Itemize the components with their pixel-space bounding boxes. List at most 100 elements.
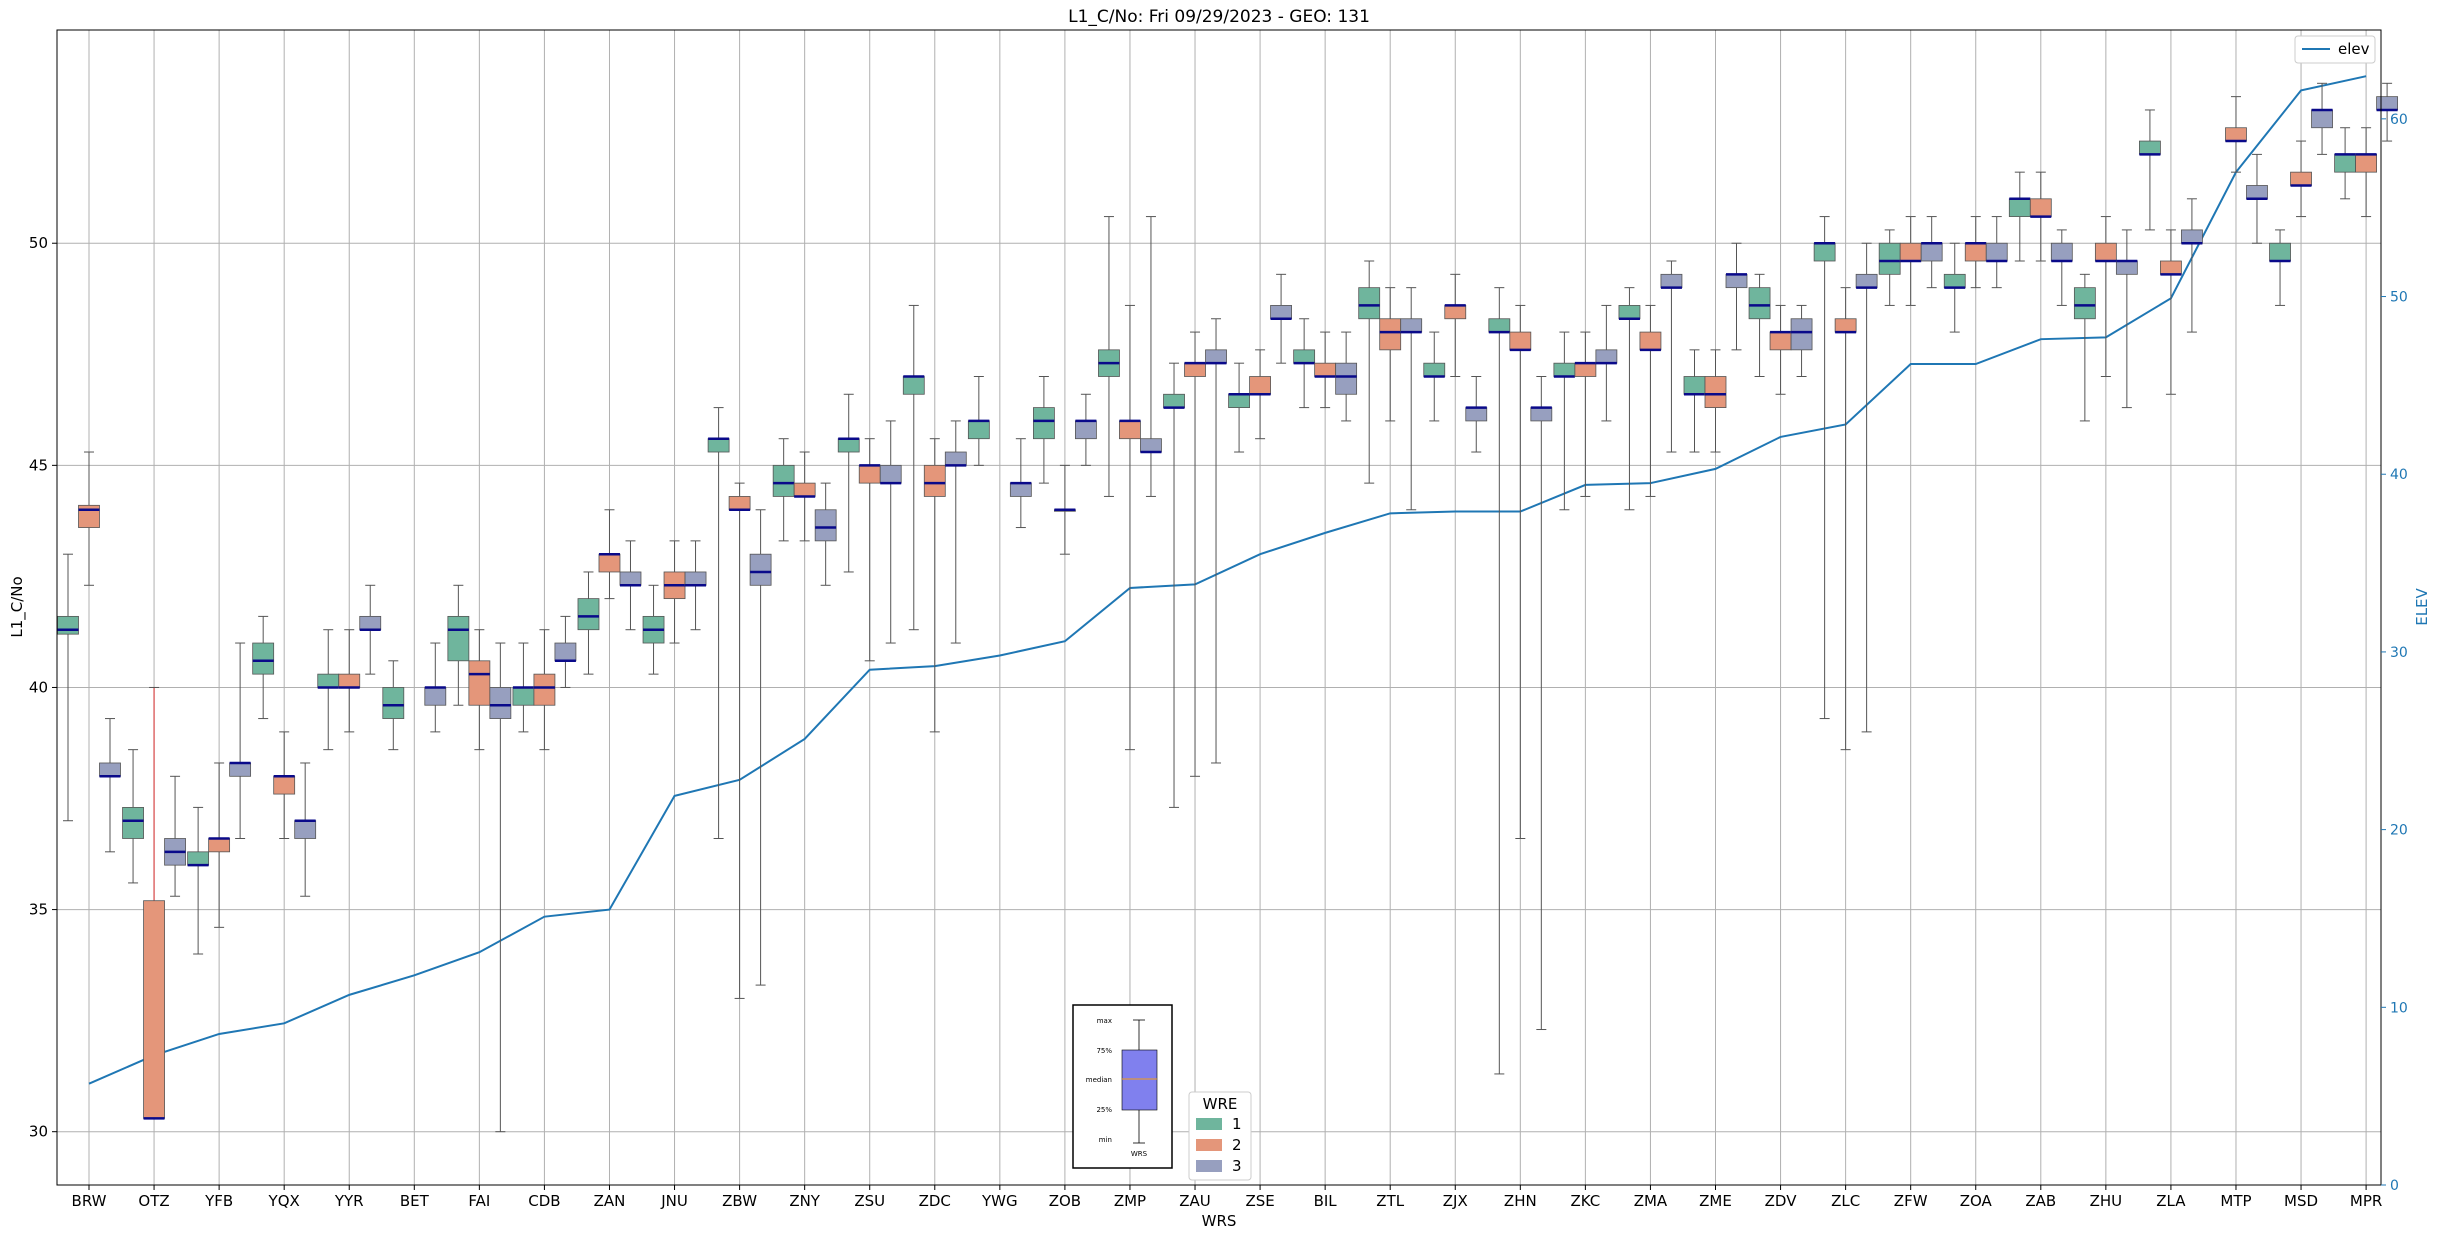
box-OTZ-1 [122, 749, 144, 884]
box-ZMA-1 [1618, 287, 1641, 511]
box-body [1834, 318, 1857, 333]
inset-box [1121, 1049, 1158, 1111]
box-ZAN-1 [577, 571, 600, 675]
box-body [1140, 438, 1162, 453]
box-body [1985, 242, 2008, 262]
left-tick-label: 30 [29, 1123, 48, 1141]
box-ZOA-2 [1964, 216, 1987, 289]
box-body [1683, 376, 1706, 395]
box-ZAN-2 [598, 509, 621, 600]
box-body [187, 851, 210, 866]
x-tick-label: BIL [1314, 1192, 1338, 1210]
x-axis-title: WRS [1202, 1212, 1237, 1230]
box-ZJX-1 [1423, 331, 1446, 422]
box-body [1075, 420, 1097, 440]
box-body [2094, 242, 2117, 262]
box-MPR-3 [2376, 82, 2399, 142]
box-ZOB-1 [1033, 376, 1055, 484]
box-ZHU-1 [2073, 273, 2096, 422]
box-YWG-3 [1009, 438, 1032, 529]
box-body [1618, 305, 1641, 320]
box-ZTL-2 [1379, 287, 1402, 422]
box-ZMA-3 [1660, 260, 1683, 453]
box-ZMP-1 [1098, 216, 1120, 497]
box-BIL-3 [1335, 331, 1358, 422]
box-body [489, 687, 512, 719]
box-body [1270, 305, 1292, 320]
box-ZDC-1 [902, 304, 925, 631]
elev-series-line [88, 75, 2367, 1085]
box-body [382, 687, 405, 719]
left-y-axis: 30 35 40 45 50 [29, 234, 57, 1141]
x-tick-label: ZMP [1114, 1192, 1146, 1210]
x-tick-label: ZBW [722, 1192, 757, 1210]
x-tick-label: OTZ [138, 1192, 169, 1210]
y-axis-title: L1_C/No [8, 576, 27, 637]
wre-legend-label-1: 1 [1232, 1115, 1242, 1133]
box-body [1033, 407, 1055, 440]
box-YYR-3 [359, 584, 382, 675]
box-body [468, 660, 491, 706]
box-body [707, 438, 730, 453]
box-ZLA-3 [2181, 198, 2203, 333]
box-plots [57, 82, 2399, 1133]
box-ZDV-2 [1769, 304, 1792, 395]
inset-label-x: WRS [1131, 1150, 1148, 1158]
box-ZTL-1 [1358, 260, 1381, 484]
box-body [1205, 349, 1227, 364]
box-body [1444, 305, 1467, 320]
x-tick-label: BRW [72, 1192, 107, 1210]
box-ZBW-2 [728, 482, 751, 999]
box-ZLA-2 [2160, 229, 2182, 395]
box-body [1920, 242, 1943, 262]
box-ZAB-3 [2050, 229, 2073, 306]
box-FAI-2 [468, 629, 491, 751]
wre-legend-label-3: 3 [1232, 1157, 1242, 1175]
box-body [447, 615, 470, 662]
box-body [1748, 287, 1771, 320]
x-tick-label: ZSE [1245, 1192, 1274, 1210]
box-JNU-1 [642, 584, 665, 675]
box-body [229, 762, 252, 777]
x-tick-label: ZKC [1570, 1192, 1600, 1210]
box-body [2311, 109, 2333, 129]
box-body [967, 420, 990, 440]
plot-frame [56, 29, 2382, 1186]
box-body [1943, 273, 1966, 289]
box-JNU-2 [663, 540, 686, 644]
box-body [2225, 127, 2247, 142]
box-MTP-3 [2246, 153, 2268, 244]
box-body [424, 687, 447, 706]
box-body [1530, 407, 1553, 422]
x-tick-label: YQX [268, 1192, 300, 1210]
box-ZHN-1 [1488, 287, 1511, 1075]
box-body [2115, 260, 2138, 275]
x-tick-label: MTP [2220, 1192, 2251, 1210]
box-body [1595, 349, 1618, 364]
box-MPR-2 [2355, 127, 2378, 218]
box-BRW-3 [99, 718, 121, 853]
box-body [1660, 273, 1683, 289]
box-body [1509, 331, 1532, 351]
right-y-axis-title: ELEV [2413, 587, 2431, 625]
box-body [944, 451, 967, 466]
box-ZDC-3 [944, 420, 967, 644]
box-BIL-2 [1314, 331, 1337, 409]
x-tick-label: ZSU [854, 1192, 885, 1210]
x-tick-label: ZAN [594, 1192, 626, 1210]
box-ZME-3 [1725, 242, 1748, 351]
box-ZSE-3 [1270, 273, 1292, 364]
box-body [1639, 331, 1662, 351]
box-MPR-1 [2334, 127, 2357, 200]
box-ZNY-1 [772, 438, 795, 542]
box-JNU-3 [684, 540, 707, 631]
box-body [1423, 362, 1446, 377]
x-tick-label: ZFW [1894, 1192, 1928, 1210]
inset-label-q1: 25% [1096, 1106, 1112, 1114]
box-ZFW-1 [1878, 229, 1901, 306]
box-body [1009, 482, 1032, 497]
box-body [2160, 260, 2182, 275]
box-body [1119, 420, 1141, 440]
box-body [1184, 362, 1206, 377]
box-body [2246, 185, 2268, 200]
